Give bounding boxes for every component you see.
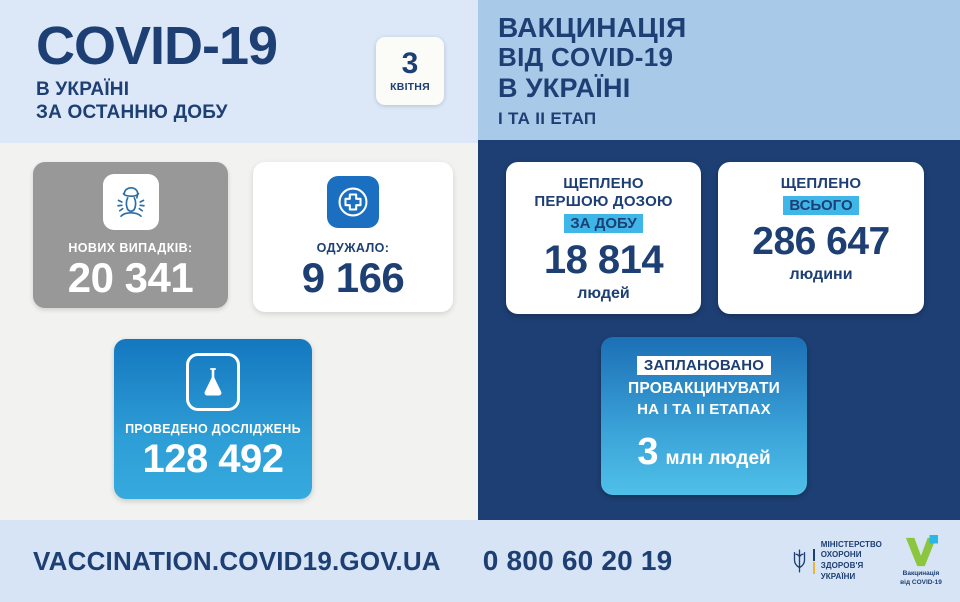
- header-left-subtitle: В УКРАЇНІ ЗА ОСТАННЮ ДОБУ: [36, 79, 277, 124]
- body-left-panel: НОВИХ ВИПАДКІВ: 20 341 ОДУЖАЛО: 9 166: [0, 143, 478, 520]
- green-v-icon: [905, 535, 938, 567]
- body-right-panel: ЩЕПЛЕНО ПЕРШОЮ ДОЗОЮ ЗА ДОБУ 18 814 люде…: [478, 143, 960, 520]
- vaccination-logo-caption: Вакцинація від COVID-19: [900, 570, 942, 587]
- first-dose-unit: людей: [577, 285, 630, 302]
- stat-card-recovered: ОДУЖАЛО: 9 166: [253, 162, 453, 312]
- planned-label-line3: НА І ТА ІІ ЕТАПАХ: [637, 401, 771, 418]
- total-unit: людини: [789, 266, 853, 283]
- vaccination-caption-line2: від COVID-19: [900, 578, 942, 586]
- stat-card-tests: ПРОВЕДЕНО ДОСЛІДЖЕНЬ 128 492: [114, 339, 312, 499]
- footer-hotline-phone[interactable]: 0 800 60 20 19: [482, 545, 673, 576]
- ministry-line2: ОХОРОНИ: [820, 550, 862, 560]
- flask-icon: [186, 353, 240, 411]
- header-right-titles: ВАКЦИНАЦІЯ ВІД COVID-19 В УКРАЇНІ І ТА І…: [478, 12, 687, 130]
- header-right-line1: ВАКЦИНАЦІЯ: [498, 12, 687, 44]
- tests-label: ПРОВЕДЕНО ДОСЛІДЖЕНЬ: [125, 422, 301, 436]
- header-divider-rule: [478, 140, 960, 144]
- planned-unit: млн людей: [665, 448, 771, 469]
- ministry-of-health-logo: МІНІСТЕРСТВО ОХОРОНИ ЗДОРОВ'Я УКРАЇНИ: [792, 540, 882, 582]
- recovered-label: ОДУЖАЛО:: [316, 241, 390, 255]
- first-dose-highlight: ЗА ДОБУ: [564, 214, 643, 233]
- header: COVID-19 В УКРАЇНІ ЗА ОСТАННЮ ДОБУ 3 КВІ…: [0, 0, 960, 143]
- vaccination-caption-line1: Вакцинація: [902, 570, 940, 578]
- first-dose-label-line1: ЩЕПЛЕНО: [563, 175, 644, 192]
- planned-value-row: 3 млн людей: [637, 433, 770, 471]
- footer-website-link[interactable]: VACCINATION.COVID19.GOV.UA: [33, 545, 441, 576]
- header-right-line2: ВІД COVID-19: [498, 42, 674, 73]
- ukraine-trident-icon: [793, 549, 805, 573]
- new-cases-value: 20 341: [67, 254, 194, 301]
- recovered-value: 9 166: [301, 254, 405, 301]
- header-right-line4: І ТА ІІ ЕТАП: [498, 108, 597, 128]
- planned-label-line2: ПРОВАКЦИНУВАТИ: [628, 380, 780, 397]
- stat-card-planned: ЗАПЛАНОВАНО ПРОВАКЦИНУВАТИ НА І ТА ІІ ЕТ…: [601, 337, 807, 495]
- ministry-color-bars: [812, 548, 815, 574]
- ministry-line4: УКРАЇНИ: [820, 571, 856, 581]
- new-cases-label: НОВИХ ВИПАДКІВ:: [68, 241, 193, 255]
- header-right-panel: ВАКЦИНАЦІЯ ВІД COVID-19 В УКРАЇНІ І ТА І…: [478, 0, 960, 143]
- ministry-line1: МІНІСТЕРСТВО: [820, 539, 882, 549]
- header-right-line3: В УКРАЇНІ: [498, 72, 631, 103]
- header-left-subtitle-line1: В УКРАЇНІ: [36, 79, 130, 101]
- date-badge-left: 3 КВІТНЯ: [376, 37, 444, 105]
- planned-value: 3: [637, 431, 659, 473]
- first-dose-value: 18 814: [543, 238, 664, 282]
- stat-card-total-vaccinated: ЩЕПЛЕНО ВСЬОГО 286 647 людини: [718, 162, 924, 314]
- ministry-line3: ЗДОРОВ'Я: [820, 561, 864, 570]
- footer-logos: МІНІСТЕРСТВО ОХОРОНИ ЗДОРОВ'Я УКРАЇНИ Ва…: [792, 535, 942, 587]
- planned-highlight: ЗАПЛАНОВАНО: [636, 356, 772, 375]
- total-highlight: ВСЬОГО: [783, 196, 859, 215]
- tests-value: 128 492: [142, 437, 284, 481]
- stat-card-new-cases: НОВИХ ВИПАДКІВ: 20 341: [33, 162, 228, 308]
- vaccination-v-logo: Вакцинація від COVID-19: [900, 535, 942, 587]
- total-value: 286 647: [752, 220, 890, 263]
- total-label-line1: ЩЕПЛЕНО: [780, 175, 862, 192]
- date-badge-left-day: 3: [401, 47, 419, 80]
- ministry-logo-text: МІНІСТЕРСТВО ОХОРОНИ ЗДОРОВ'Я УКРАЇНИ: [821, 540, 882, 582]
- header-left-titles: COVID-19 В УКРАЇНІ ЗА ОСТАННЮ ДОБУ: [0, 16, 278, 124]
- header-left-panel: COVID-19 В УКРАЇНІ ЗА ОСТАННЮ ДОБУ 3 КВІ…: [0, 0, 478, 143]
- coughing-person-icon: [102, 174, 159, 230]
- footer: VACCINATION.COVID19.GOV.UA 0 800 60 20 1…: [0, 520, 960, 602]
- page-title: COVID-19: [36, 16, 278, 77]
- medical-cross-icon: [327, 176, 379, 228]
- first-dose-label-line2: ПЕРШОЮ ДОЗОЮ: [534, 193, 673, 210]
- header-left-subtitle-line2: ЗА ОСТАННЮ ДОБУ: [36, 101, 228, 123]
- body: НОВИХ ВИПАДКІВ: 20 341 ОДУЖАЛО: 9 166: [0, 143, 960, 520]
- stat-card-first-dose: ЩЕПЛЕНО ПЕРШОЮ ДОЗОЮ ЗА ДОБУ 18 814 люде…: [506, 162, 701, 314]
- date-badge-left-month: КВІТНЯ: [390, 81, 430, 93]
